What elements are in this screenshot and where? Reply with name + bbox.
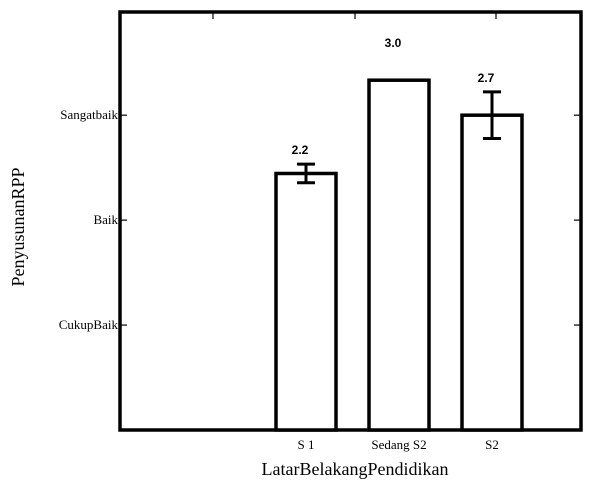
bar-1: [274, 171, 338, 432]
data-label-1: 2.2: [292, 143, 309, 157]
bar-2: [367, 78, 431, 432]
bar-3: [460, 113, 524, 432]
x-tick-label: S 1: [298, 437, 315, 452]
bars: [274, 78, 524, 432]
x-axis-title: LatarBelakangPendidikan: [262, 459, 449, 479]
y-tick-label: CukupBaik: [59, 317, 119, 332]
data-label-3: 2.7: [478, 71, 495, 85]
plot-frame: [118, 10, 583, 432]
x-tick-label: S2: [485, 437, 499, 452]
x-tick-label: Sedang S2: [371, 437, 426, 452]
y-tick-label: Sangatbaik: [60, 107, 118, 122]
y-axis-title: PenyusunanRPP: [8, 167, 28, 286]
y-tick-label: Baik: [93, 212, 118, 227]
data-label-2: 3.0: [385, 36, 402, 50]
labels: CukupBaik Baik Sangatbaik 2.2 S 1 3.0 Sedang S…: [59, 36, 499, 452]
